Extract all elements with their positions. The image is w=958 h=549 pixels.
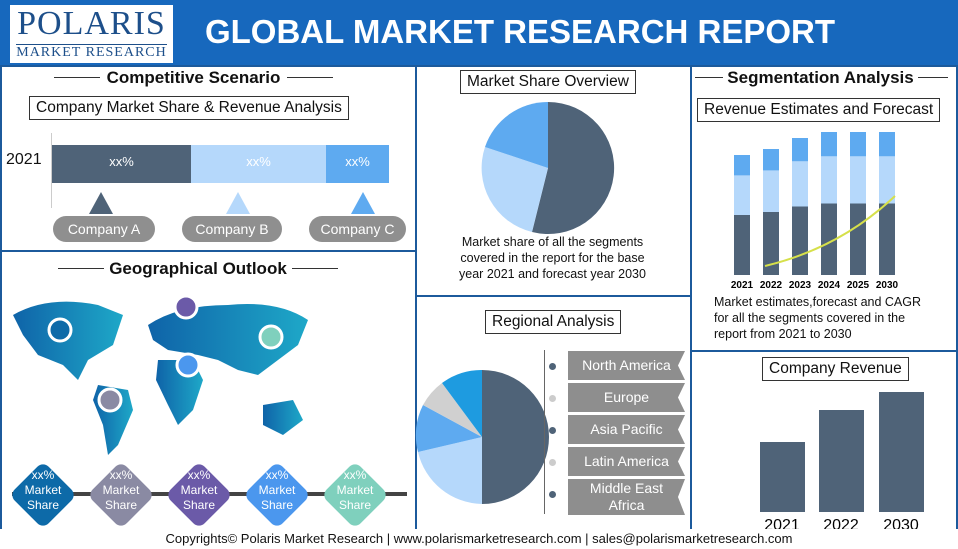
segmentation-caption: Market estimates,forecast and CAGR for al… [714, 295, 922, 341]
year-tick: 2024 [818, 280, 841, 291]
footer-copyright: Copyrights© Polaris Market Research | ww… [0, 529, 958, 549]
connector-dot [549, 363, 556, 370]
axis-line [51, 133, 52, 208]
share-segment-a: xx% [52, 145, 191, 183]
stacked-bar-segment [821, 132, 837, 157]
company-revenue-chart: 2021 2022 2030 [760, 392, 924, 534]
competitive-title: Competitive Scenario [106, 68, 281, 87]
stacked-bar-segment [734, 155, 750, 176]
map-pin-icon [47, 317, 73, 343]
pie-slice-blue [442, 370, 482, 437]
pie-slice-dark [482, 370, 549, 504]
pie-slice-light [481, 147, 548, 232]
stacked-bar-segment [850, 156, 866, 204]
stacked-bar-segment [763, 212, 779, 275]
divider [695, 77, 723, 78]
page-title: GLOBAL MARKET RESEARCH REPORT [204, 13, 836, 50]
segmentation-title: Segmentation Analysis [727, 68, 914, 87]
logo-subtext: MARKET RESEARCH [16, 44, 167, 60]
stacked-bar-segment [879, 132, 895, 157]
year-tick: 2022 [760, 280, 783, 291]
region-label: Asia Pacific [568, 415, 685, 444]
revenue-bar [879, 392, 924, 512]
connector-dot [549, 395, 556, 402]
logo-text: POLARIS [17, 5, 166, 42]
revenue-bar [819, 410, 864, 512]
pointer-b-icon [226, 192, 250, 214]
market-share-diamond: xx% Market Share [165, 461, 233, 529]
year-tick: 2025 [847, 280, 870, 291]
connector-dot [549, 427, 556, 434]
divider [54, 77, 100, 78]
cagr-curve [764, 195, 896, 267]
regional-pie [415, 370, 549, 504]
company-revenue-title: Company Revenue [762, 357, 909, 381]
pointer-a-icon [89, 192, 113, 214]
regional-title: Regional Analysis [485, 310, 622, 334]
pie-slice-dark [532, 101, 615, 234]
competitive-subtitle: Company Market Share & Revenue Analysis [29, 96, 349, 120]
stacked-bar-segment [821, 203, 837, 275]
divider [287, 77, 333, 78]
pie-slice-mid [485, 101, 548, 168]
market-share-diamond: xx% Market Share [9, 461, 77, 529]
segmentation-subtitle: Revenue Estimates and Forecast [697, 98, 941, 122]
stacked-bar-segment [792, 206, 808, 275]
stacked-bar-segment [734, 215, 750, 275]
pointer-c-icon [351, 192, 375, 214]
company-a-label: Company A [53, 216, 155, 242]
company-c-label: Company C [309, 216, 406, 242]
share-segment-c: xx% [326, 145, 389, 183]
pie-slice-grey [423, 383, 482, 437]
divider [292, 268, 338, 269]
geo-title: Geographical Outlook [109, 259, 287, 278]
region-label: Middle East Africa [568, 479, 685, 515]
pie-slice-mid [415, 405, 482, 452]
stacked-bar-segment [850, 132, 866, 157]
pie-slice-light [418, 437, 482, 504]
year-label: 2021 [6, 151, 42, 168]
connector-dot [549, 491, 556, 498]
year-tick: 2030 [876, 280, 899, 291]
revenue-bar [760, 442, 805, 512]
stacked-bar-segment [734, 175, 750, 215]
market-share-diamond: xx% Market Share [321, 461, 389, 529]
divider [918, 77, 948, 78]
stacked-bar-segment [763, 149, 779, 171]
year-tick: 2021 [731, 280, 754, 291]
connector-dot [549, 459, 556, 466]
region-label: Latin America [568, 447, 685, 476]
market-share-pie [481, 101, 615, 234]
stacked-bar-segment [850, 203, 866, 275]
market-share-diamond: xx% Market Share [243, 461, 311, 529]
stacked-bar-segment [763, 170, 779, 212]
stacked-bar-segment [821, 156, 837, 204]
market-share-title: Market Share Overview [460, 70, 636, 94]
connector-line [544, 350, 545, 514]
divider [58, 268, 104, 269]
world-map-icon [13, 294, 308, 455]
share-segment-b: xx% [191, 145, 326, 183]
stacked-bar-segment [879, 156, 895, 204]
market-share-caption: Market share of all the segments covered … [459, 235, 646, 281]
revenue-forecast-chart: 2021 2022 2023 2024 2025 2030 [731, 132, 899, 291]
polaris-logo: POLARIS MARKET RESEARCH [10, 5, 173, 63]
region-label: North America [568, 351, 685, 380]
stacked-bar-segment [792, 138, 808, 162]
stacked-bar-segment [879, 203, 895, 275]
stacked-bar-segment [792, 161, 808, 207]
year-tick: 2023 [789, 280, 812, 291]
region-label: Europe [568, 383, 685, 412]
market-share-diamond: xx% Market Share [87, 461, 155, 529]
company-b-label: Company B [182, 216, 282, 242]
